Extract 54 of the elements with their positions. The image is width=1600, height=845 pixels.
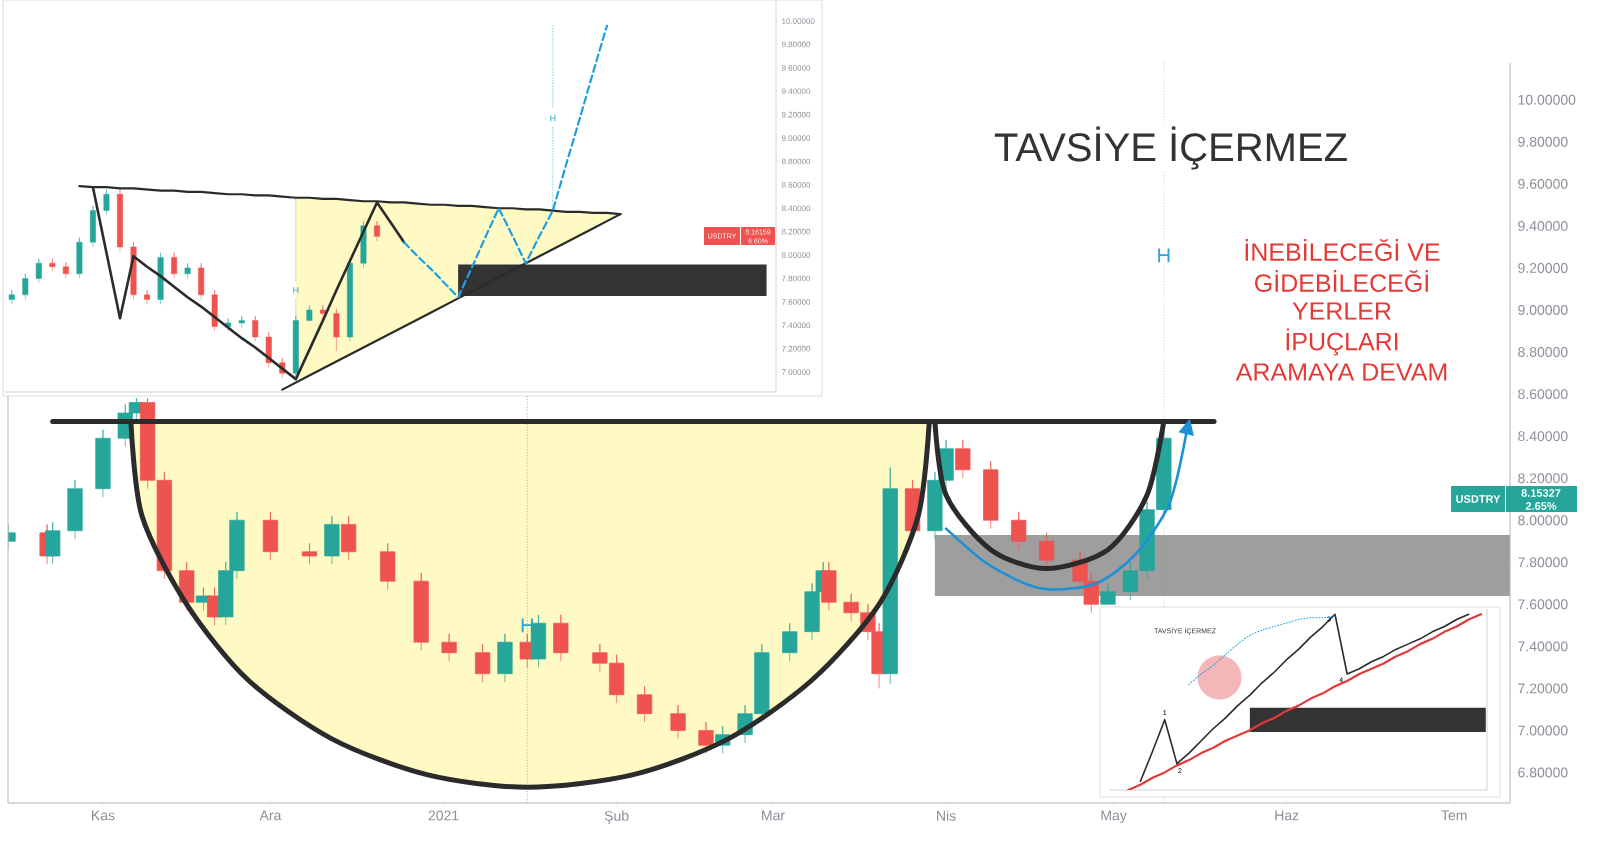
ref-line-label: H <box>1158 248 1170 263</box>
x-tick-label: 2021 <box>428 810 459 821</box>
annotation: TAVSİYE İÇERMEZ <box>994 126 1347 170</box>
y-tick-label: 7.20000 <box>781 345 811 352</box>
y-tick-label: 8.20000 <box>1518 473 1568 484</box>
annotation: H <box>293 287 299 294</box>
y-tick-label: 8.00000 <box>1518 515 1568 526</box>
y-tick-label: 7.40000 <box>781 322 811 329</box>
x-tick-label: May <box>1101 810 1127 824</box>
y-tick-label: 9.00000 <box>781 135 811 141</box>
y-tick-label: 7.40000 <box>1518 641 1568 652</box>
y-tick-label: 8.40000 <box>781 205 811 212</box>
y-tick-label: 7.20000 <box>1518 683 1568 694</box>
x-tick-label: Mar <box>762 810 785 821</box>
x-tick-label: Nis <box>937 810 956 821</box>
x-tick-label: Şub <box>604 810 629 824</box>
y-tick-label: 8.80000 <box>1518 347 1568 358</box>
y-tick-label: 10.00000 <box>782 18 815 24</box>
y-tick-label: 7.60000 <box>781 299 811 305</box>
annotation: İNEBİLECEĞİ VE <box>1245 239 1440 261</box>
annotation: YERLER <box>1292 302 1391 320</box>
y-tick-label: 8.20000 <box>781 228 811 235</box>
y-tick-label: 10.00000 <box>1518 94 1576 105</box>
y-tick-label: 9.40000 <box>1518 220 1568 231</box>
y-tick-label: 9.20000 <box>781 111 811 118</box>
annotation: H <box>550 115 556 122</box>
y-tick-label: 8.60000 <box>1518 389 1568 400</box>
y-tick-label: 9.40000 <box>781 88 811 95</box>
y-tick-label: 7.00000 <box>781 369 811 375</box>
y-tick-label: 9.20000 <box>1518 262 1568 273</box>
annotation: İPUÇLARI <box>1286 328 1398 356</box>
y-tick-label: 7.00000 <box>1518 725 1568 736</box>
y-tick-label: 8.00000 <box>781 252 811 258</box>
y-tick-label: 9.80000 <box>781 41 811 48</box>
y-tick-label: 7.80000 <box>781 275 811 282</box>
annotation: ARAMAYA DEVAM <box>1235 363 1447 381</box>
y-tick-label: 8.40000 <box>1518 431 1568 442</box>
annotation: GİDEBİLECEĞİ <box>1255 270 1428 292</box>
x-tick-label: Ara <box>259 810 282 821</box>
y-tick-label: 6.80000 <box>1518 767 1568 778</box>
y-tick-label: 9.80000 <box>1518 136 1568 147</box>
y-tick-label: 9.60000 <box>1518 178 1568 189</box>
y-tick-label: 8.60000 <box>781 182 811 188</box>
text: 2.65% <box>1525 502 1557 510</box>
y-tick-label: 9.60000 <box>781 65 811 71</box>
y-tick-label: 9.00000 <box>1518 305 1568 315</box>
x-tick-label: Tem <box>1441 810 1467 821</box>
y-tick-label: 8.80000 <box>781 158 811 165</box>
annotation: USDTRY <box>1456 495 1501 503</box>
text: 8.15327 <box>1521 489 1561 497</box>
x-tick-label: Haz <box>1275 810 1299 821</box>
y-tick-label: 7.80000 <box>1518 557 1568 568</box>
x-tick-label: Kas <box>92 810 115 821</box>
y-tick-label: 7.60000 <box>1518 599 1568 610</box>
